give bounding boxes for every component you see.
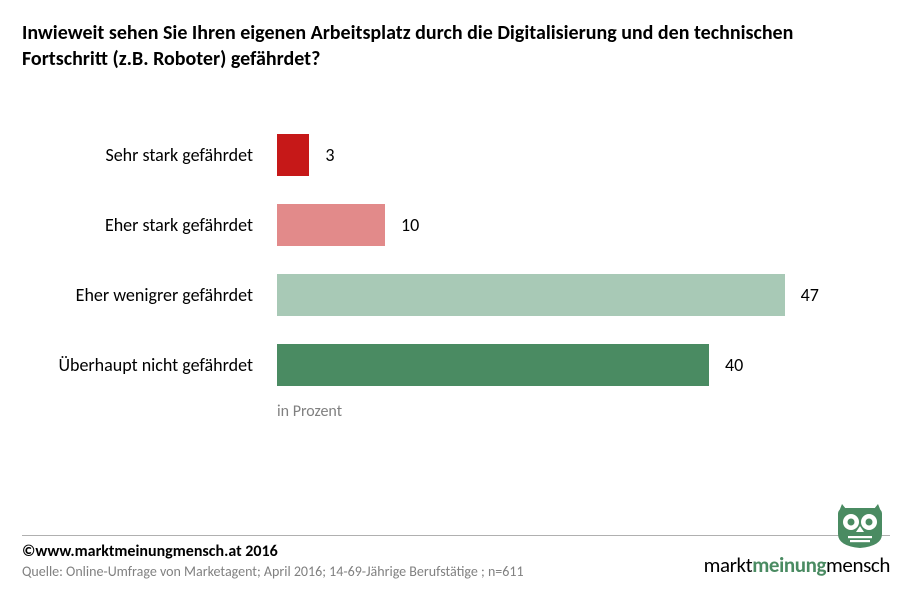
bar-area: 10	[277, 190, 882, 260]
bar-row: Eher stark gefährdet 10	[22, 190, 882, 260]
brand-word-3: mensch	[826, 552, 890, 578]
category-label: Eher stark gefährdet	[22, 214, 277, 236]
bar	[277, 204, 385, 246]
bar-area: 40	[277, 330, 882, 400]
owl-icon	[830, 500, 890, 550]
bar-value: 3	[325, 144, 334, 166]
bar-area: 3	[277, 120, 882, 190]
bar-row: Sehr stark gefährdet 3	[22, 120, 882, 190]
bar-area: 47	[277, 260, 882, 330]
bar	[277, 134, 309, 176]
bar-value: 47	[801, 284, 819, 306]
bar	[277, 274, 785, 316]
bar-value: 10	[401, 214, 419, 236]
brand-word-2: meinung	[752, 552, 826, 578]
brand-wordmark: marktmeinungmensch	[704, 552, 890, 578]
bar-value: 40	[725, 354, 743, 376]
brand-word-1: markt	[704, 552, 753, 578]
category-label: Eher wenigrer gefährdet	[22, 284, 277, 306]
category-label: Überhaupt nicht gefährdet	[22, 354, 277, 376]
category-label: Sehr stark gefährdet	[22, 144, 277, 166]
bar-row: Überhaupt nicht gefährdet 40	[22, 330, 882, 400]
chart-title: Inwieweit sehen Sie Ihren eigenen Arbeit…	[22, 20, 842, 72]
axis-label: in Prozent	[277, 402, 342, 421]
bar	[277, 344, 709, 386]
bar-chart: Sehr stark gefährdet 3 Eher stark gefährde…	[22, 120, 882, 400]
bar-row: Eher wenigrer gefährdet 47	[22, 260, 882, 330]
brand-logo: marktmeinungmensch	[704, 500, 890, 578]
